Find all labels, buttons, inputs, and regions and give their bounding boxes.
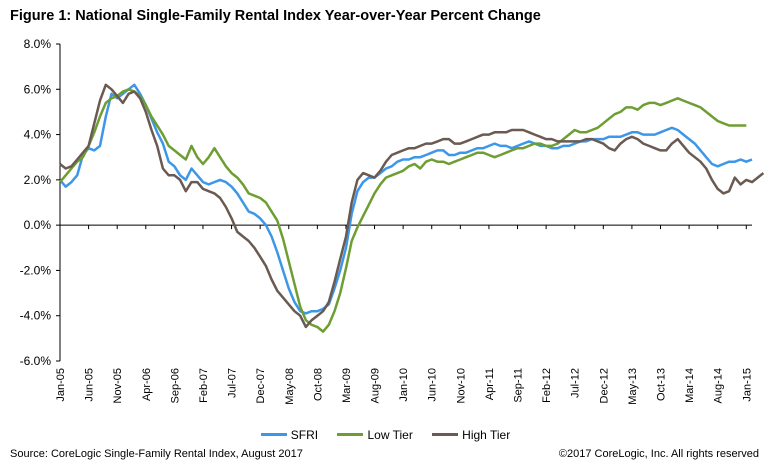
x-axis: Jan-05 Jun-05 Nov-05 Apr-06 Sep-06 Feb-07 Jul-… xyxy=(55,224,771,405)
x-tick-label: Jul-07 xyxy=(227,368,239,398)
x-tick-label: Jul-12 xyxy=(570,368,582,398)
x-tick-label: Dec-07 xyxy=(255,368,267,403)
x-tick-label: Mar-09 xyxy=(341,368,353,403)
x-tick-label: Sep-11 xyxy=(513,368,525,403)
legend: SFRI Low Tier High Tier xyxy=(0,425,771,442)
series-line-low-tier xyxy=(59,88,747,333)
x-tick-label: Nov-10 xyxy=(455,368,467,403)
y-tick-label: 4.0% xyxy=(24,128,52,142)
x-tick-label: Dec-12 xyxy=(598,368,610,403)
x-tick-label: Jun-10 xyxy=(427,368,439,402)
y-axis: 8.0% 6.0% 4.0% 2.0% 0.0% -2.0% -4.0% -6.0% xyxy=(20,37,61,368)
y-tick-label: 2.0% xyxy=(24,173,52,187)
x-tick-label: Jan-15 xyxy=(741,368,753,402)
x-tick-label: May-08 xyxy=(284,368,296,405)
x-tick-label: Feb-07 xyxy=(198,368,210,403)
x-tick-label: Aug-14 xyxy=(713,368,725,403)
x-tick-label: Aug-09 xyxy=(370,368,382,403)
x-tick-label: Jan-10 xyxy=(398,368,410,402)
x-tick-label: Jan-05 xyxy=(55,368,67,402)
legend-item-sfri: SFRI xyxy=(260,427,319,442)
legend-swatch-sfri xyxy=(260,433,287,436)
y-tick-label: 8.0% xyxy=(24,37,52,51)
y-tick-label: 0.0% xyxy=(24,218,52,232)
x-tick-label: Apr-06 xyxy=(141,368,153,401)
legend-label-high-tier: High Tier xyxy=(462,427,511,442)
legend-swatch-high-tier xyxy=(432,433,459,436)
x-tick-label: Oct-08 xyxy=(312,368,324,401)
series-lines xyxy=(59,83,765,333)
y-tick-label: 6.0% xyxy=(24,82,52,96)
x-tick-label: Oct-13 xyxy=(655,368,667,401)
x-tick-label: Jun-05 xyxy=(84,368,96,402)
legend-swatch-low-tier xyxy=(337,433,364,436)
x-tick-label: Nov-05 xyxy=(112,368,124,403)
chart-title: Figure 1: National Single-Family Rental … xyxy=(10,8,541,24)
x-tick-label: Jun-15 xyxy=(770,368,771,402)
legend-item-high-tier: High Tier xyxy=(432,428,510,442)
x-tick-label: Apr-11 xyxy=(484,368,496,400)
legend-label-sfri: SFRI xyxy=(290,427,319,442)
x-tick-label: Feb-12 xyxy=(541,368,553,403)
y-tick-label: -4.0% xyxy=(20,309,52,323)
x-tick-label: Sep-06 xyxy=(169,368,181,403)
copyright-note: ©2017 CoreLogic, Inc. All rights reserve… xyxy=(558,448,759,460)
legend-label-low-tier: Low Tier xyxy=(367,427,413,442)
series-line-high-tier xyxy=(59,83,765,329)
y-tick-label: -6.0% xyxy=(20,354,52,368)
series-line-sfri xyxy=(59,83,753,315)
legend-item-low-tier: Low Tier xyxy=(337,427,413,442)
line-chart: 8.0% 6.0% 4.0% 2.0% 0.0% -2.0% -4.0% -6.0% Jan-… xyxy=(20,37,771,405)
x-tick-label: May-13 xyxy=(627,368,639,405)
source-note: Source: CoreLogic Single-Family Rental I… xyxy=(10,448,303,460)
y-tick-label: -2.0% xyxy=(20,263,52,277)
x-tick-label: Mar-14 xyxy=(684,368,696,403)
